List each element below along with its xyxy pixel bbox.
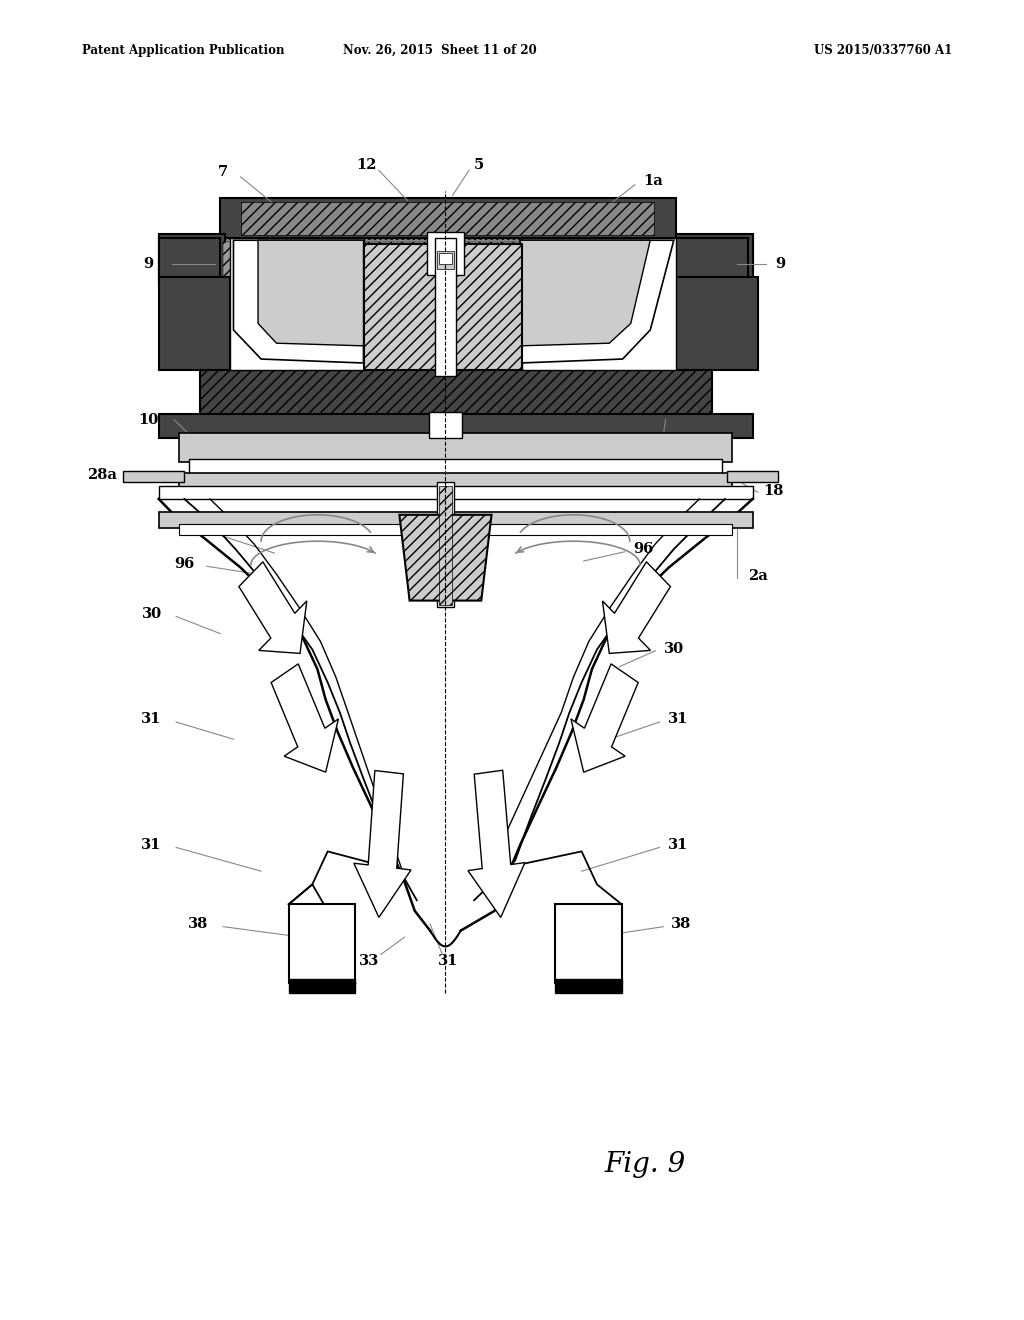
Text: 96: 96 <box>174 557 195 570</box>
Text: 30: 30 <box>141 607 162 620</box>
Text: 29: 29 <box>189 525 210 539</box>
Text: US 2015/0337760 A1: US 2015/0337760 A1 <box>814 44 952 57</box>
Bar <box>179 524 732 535</box>
Text: 10: 10 <box>674 413 694 426</box>
Bar <box>289 979 355 993</box>
Bar <box>437 251 454 269</box>
Bar <box>435 238 456 376</box>
Bar <box>179 433 732 462</box>
Bar <box>241 202 654 235</box>
Polygon shape <box>676 277 758 370</box>
Text: 31: 31 <box>668 713 688 726</box>
Bar <box>439 486 452 605</box>
FancyArrow shape <box>571 664 638 772</box>
Text: 96: 96 <box>633 543 653 556</box>
Text: 28a: 28a <box>87 469 118 482</box>
Bar <box>179 473 732 488</box>
Bar <box>289 904 355 983</box>
Bar <box>364 244 522 370</box>
FancyArrow shape <box>354 771 411 917</box>
Polygon shape <box>676 238 748 284</box>
Bar <box>555 904 622 983</box>
Bar <box>159 486 753 499</box>
Text: 31: 31 <box>141 838 162 851</box>
Bar <box>223 242 674 367</box>
Text: 31: 31 <box>668 838 688 851</box>
Text: 31: 31 <box>141 713 162 726</box>
Bar <box>123 471 184 482</box>
Text: 7: 7 <box>218 165 228 178</box>
Bar <box>727 471 778 482</box>
Text: 9: 9 <box>143 257 154 271</box>
Polygon shape <box>233 240 364 363</box>
Text: 1a: 1a <box>643 174 664 187</box>
Text: 9: 9 <box>775 257 785 271</box>
Text: Patent Application Publication: Patent Application Publication <box>82 44 285 57</box>
FancyArrow shape <box>271 664 338 772</box>
Polygon shape <box>520 240 674 363</box>
Bar <box>159 234 225 284</box>
Text: Fig. 9: Fig. 9 <box>604 1151 686 1177</box>
Polygon shape <box>230 238 364 370</box>
Polygon shape <box>522 238 676 370</box>
Bar <box>555 979 622 993</box>
Bar <box>159 414 753 438</box>
FancyArrow shape <box>468 770 525 917</box>
Polygon shape <box>159 277 230 370</box>
Bar <box>220 238 676 370</box>
Bar <box>676 234 753 284</box>
Text: 33: 33 <box>358 954 379 968</box>
Text: 5: 5 <box>474 158 484 172</box>
Polygon shape <box>258 240 364 346</box>
Text: 38: 38 <box>187 917 208 931</box>
Text: 2a: 2a <box>748 569 768 582</box>
FancyArrow shape <box>602 562 671 653</box>
Polygon shape <box>399 515 492 601</box>
Bar <box>159 512 753 528</box>
Bar <box>189 459 722 475</box>
Polygon shape <box>159 238 220 284</box>
Text: 38: 38 <box>671 917 691 931</box>
Text: 10: 10 <box>138 413 159 426</box>
Text: 18: 18 <box>763 484 783 498</box>
Bar <box>427 232 464 275</box>
Text: 12: 12 <box>356 158 377 172</box>
Polygon shape <box>520 240 650 346</box>
Bar <box>200 370 712 422</box>
Bar <box>429 412 462 438</box>
Bar <box>437 482 454 607</box>
Text: 30: 30 <box>664 643 684 656</box>
Bar <box>439 253 452 264</box>
Bar <box>220 198 676 238</box>
Text: 31: 31 <box>438 954 459 968</box>
FancyArrow shape <box>239 562 307 653</box>
Text: Nov. 26, 2015  Sheet 11 of 20: Nov. 26, 2015 Sheet 11 of 20 <box>343 44 538 57</box>
Bar <box>159 238 753 277</box>
